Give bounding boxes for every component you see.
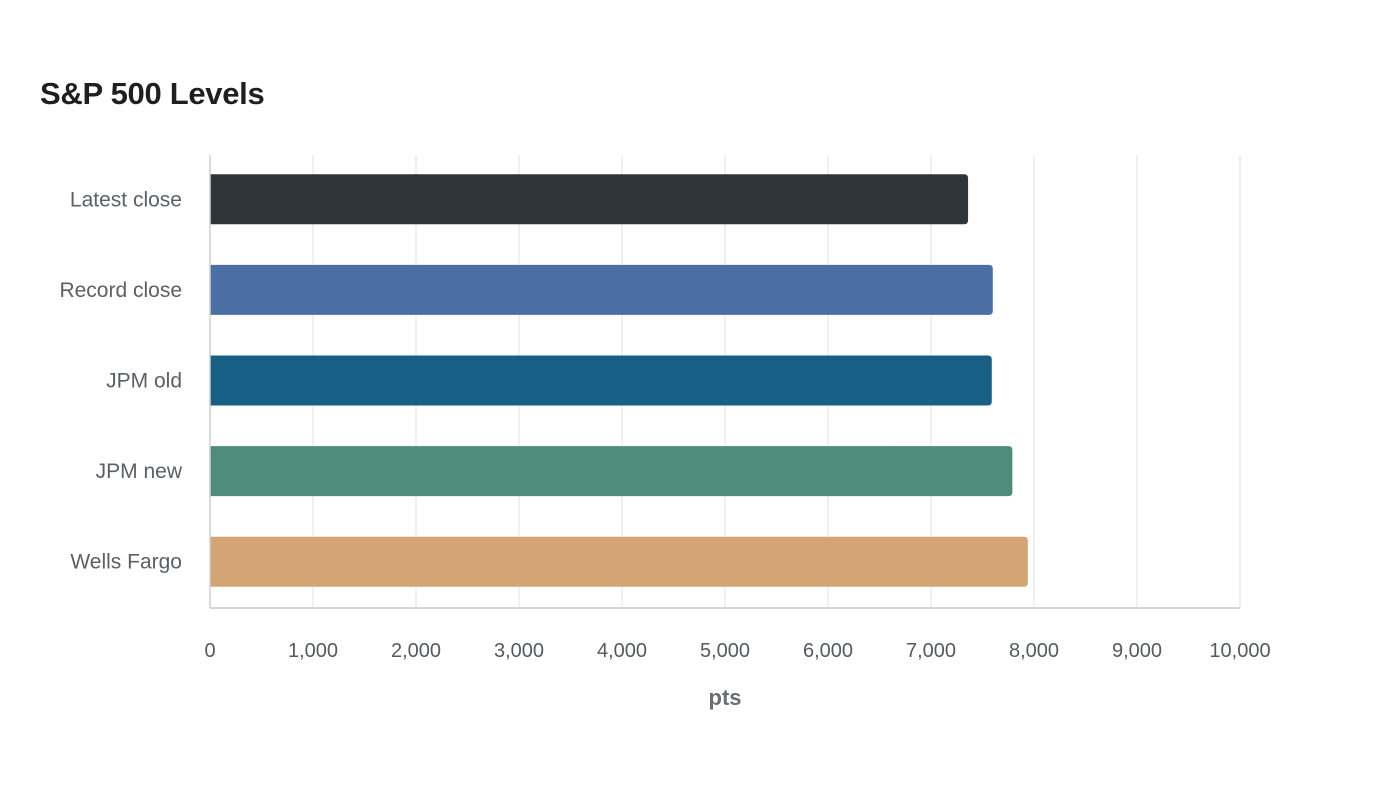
bar-group xyxy=(210,174,969,225)
bar xyxy=(210,536,1028,587)
x-tick-label: 7,000 xyxy=(906,640,956,662)
x-tick-label: 4,000 xyxy=(597,640,647,662)
x-tick-label: 5,000 xyxy=(700,640,750,662)
x-tick-label: 0 xyxy=(204,640,215,662)
x-tick-label: 2,000 xyxy=(391,640,441,662)
chart-title: S&P 500 Levels xyxy=(40,76,265,111)
bar xyxy=(210,174,969,225)
y-category-label: JPM old xyxy=(106,370,182,393)
bar-group xyxy=(210,264,993,315)
y-category-label: Record close xyxy=(59,279,182,302)
y-category-label: Latest close xyxy=(70,188,182,211)
bar xyxy=(210,355,992,406)
x-tick-label: 3,000 xyxy=(494,640,544,662)
axes: 0 1,000 2,000 3,000 4,000 5,000 6,000 7,000 8,00… xyxy=(59,155,1271,662)
bar-group xyxy=(210,446,1013,497)
bar xyxy=(210,264,993,315)
x-tick-label: 8,000 xyxy=(1009,640,1059,662)
bar-group xyxy=(210,355,992,406)
y-category-label: Wells Fargo xyxy=(70,551,182,574)
x-tick-label: 1,000 xyxy=(288,640,338,662)
x-axis-title: pts xyxy=(709,685,742,710)
y-category-label: JPM new xyxy=(96,460,183,483)
x-tick-label: 10,000 xyxy=(1209,640,1270,662)
bar-group xyxy=(210,536,1028,587)
x-tick-label: 9,000 xyxy=(1112,640,1162,662)
bar xyxy=(210,446,1013,497)
x-tick-label: 6,000 xyxy=(803,640,853,662)
bars xyxy=(210,174,1028,587)
